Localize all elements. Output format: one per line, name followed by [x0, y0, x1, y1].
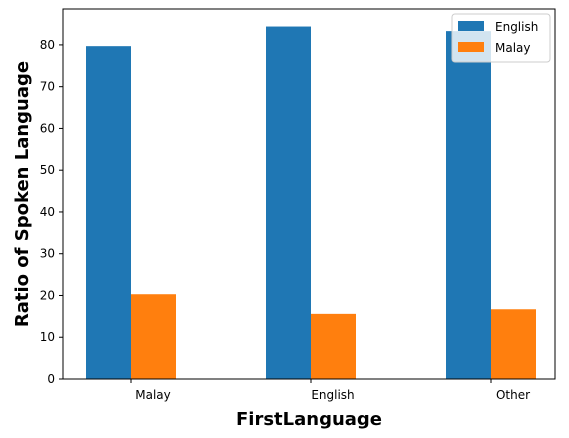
x-axis-ticks: Malay English Other — [130, 379, 530, 402]
y-tick-label: 0 — [47, 372, 55, 386]
x-axis-title: FirstLanguage — [236, 409, 382, 430]
x-tick-label-malay: Malay — [135, 388, 171, 402]
y-axis-ticks: 0 10 20 30 40 50 60 70 80 — [40, 38, 63, 386]
legend-swatch-english — [458, 21, 484, 31]
x-tick-label-other: Other — [496, 388, 530, 402]
y-axis-title: Ratio of Spoken Language — [12, 61, 33, 327]
y-tick-label: 30 — [40, 247, 55, 261]
y-tick-label: 40 — [40, 205, 55, 219]
bar-english-other — [446, 31, 491, 380]
plot-frame — [62, 8, 556, 380]
y-tick-label: 20 — [40, 288, 55, 302]
legend-label-english: English — [495, 20, 538, 34]
y-tick-label: 80 — [40, 38, 55, 52]
legend-label-malay: Malay — [495, 41, 531, 55]
y-tick-label: 60 — [40, 121, 55, 135]
legend-swatch-malay — [458, 42, 484, 52]
bar-malay-other — [491, 309, 536, 379]
bars-group — [86, 26, 536, 380]
y-tick-label: 70 — [40, 80, 55, 94]
x-tick-label-english: English — [311, 388, 354, 402]
bar-malay-english — [311, 313, 356, 379]
bar-english-malay — [86, 46, 131, 379]
legend: English Malay — [451, 13, 551, 63]
y-tick-label: 10 — [40, 330, 55, 344]
bar-malay-malay — [131, 294, 176, 379]
y-tick-label: 50 — [40, 163, 55, 177]
bar-english-english — [266, 26, 311, 380]
